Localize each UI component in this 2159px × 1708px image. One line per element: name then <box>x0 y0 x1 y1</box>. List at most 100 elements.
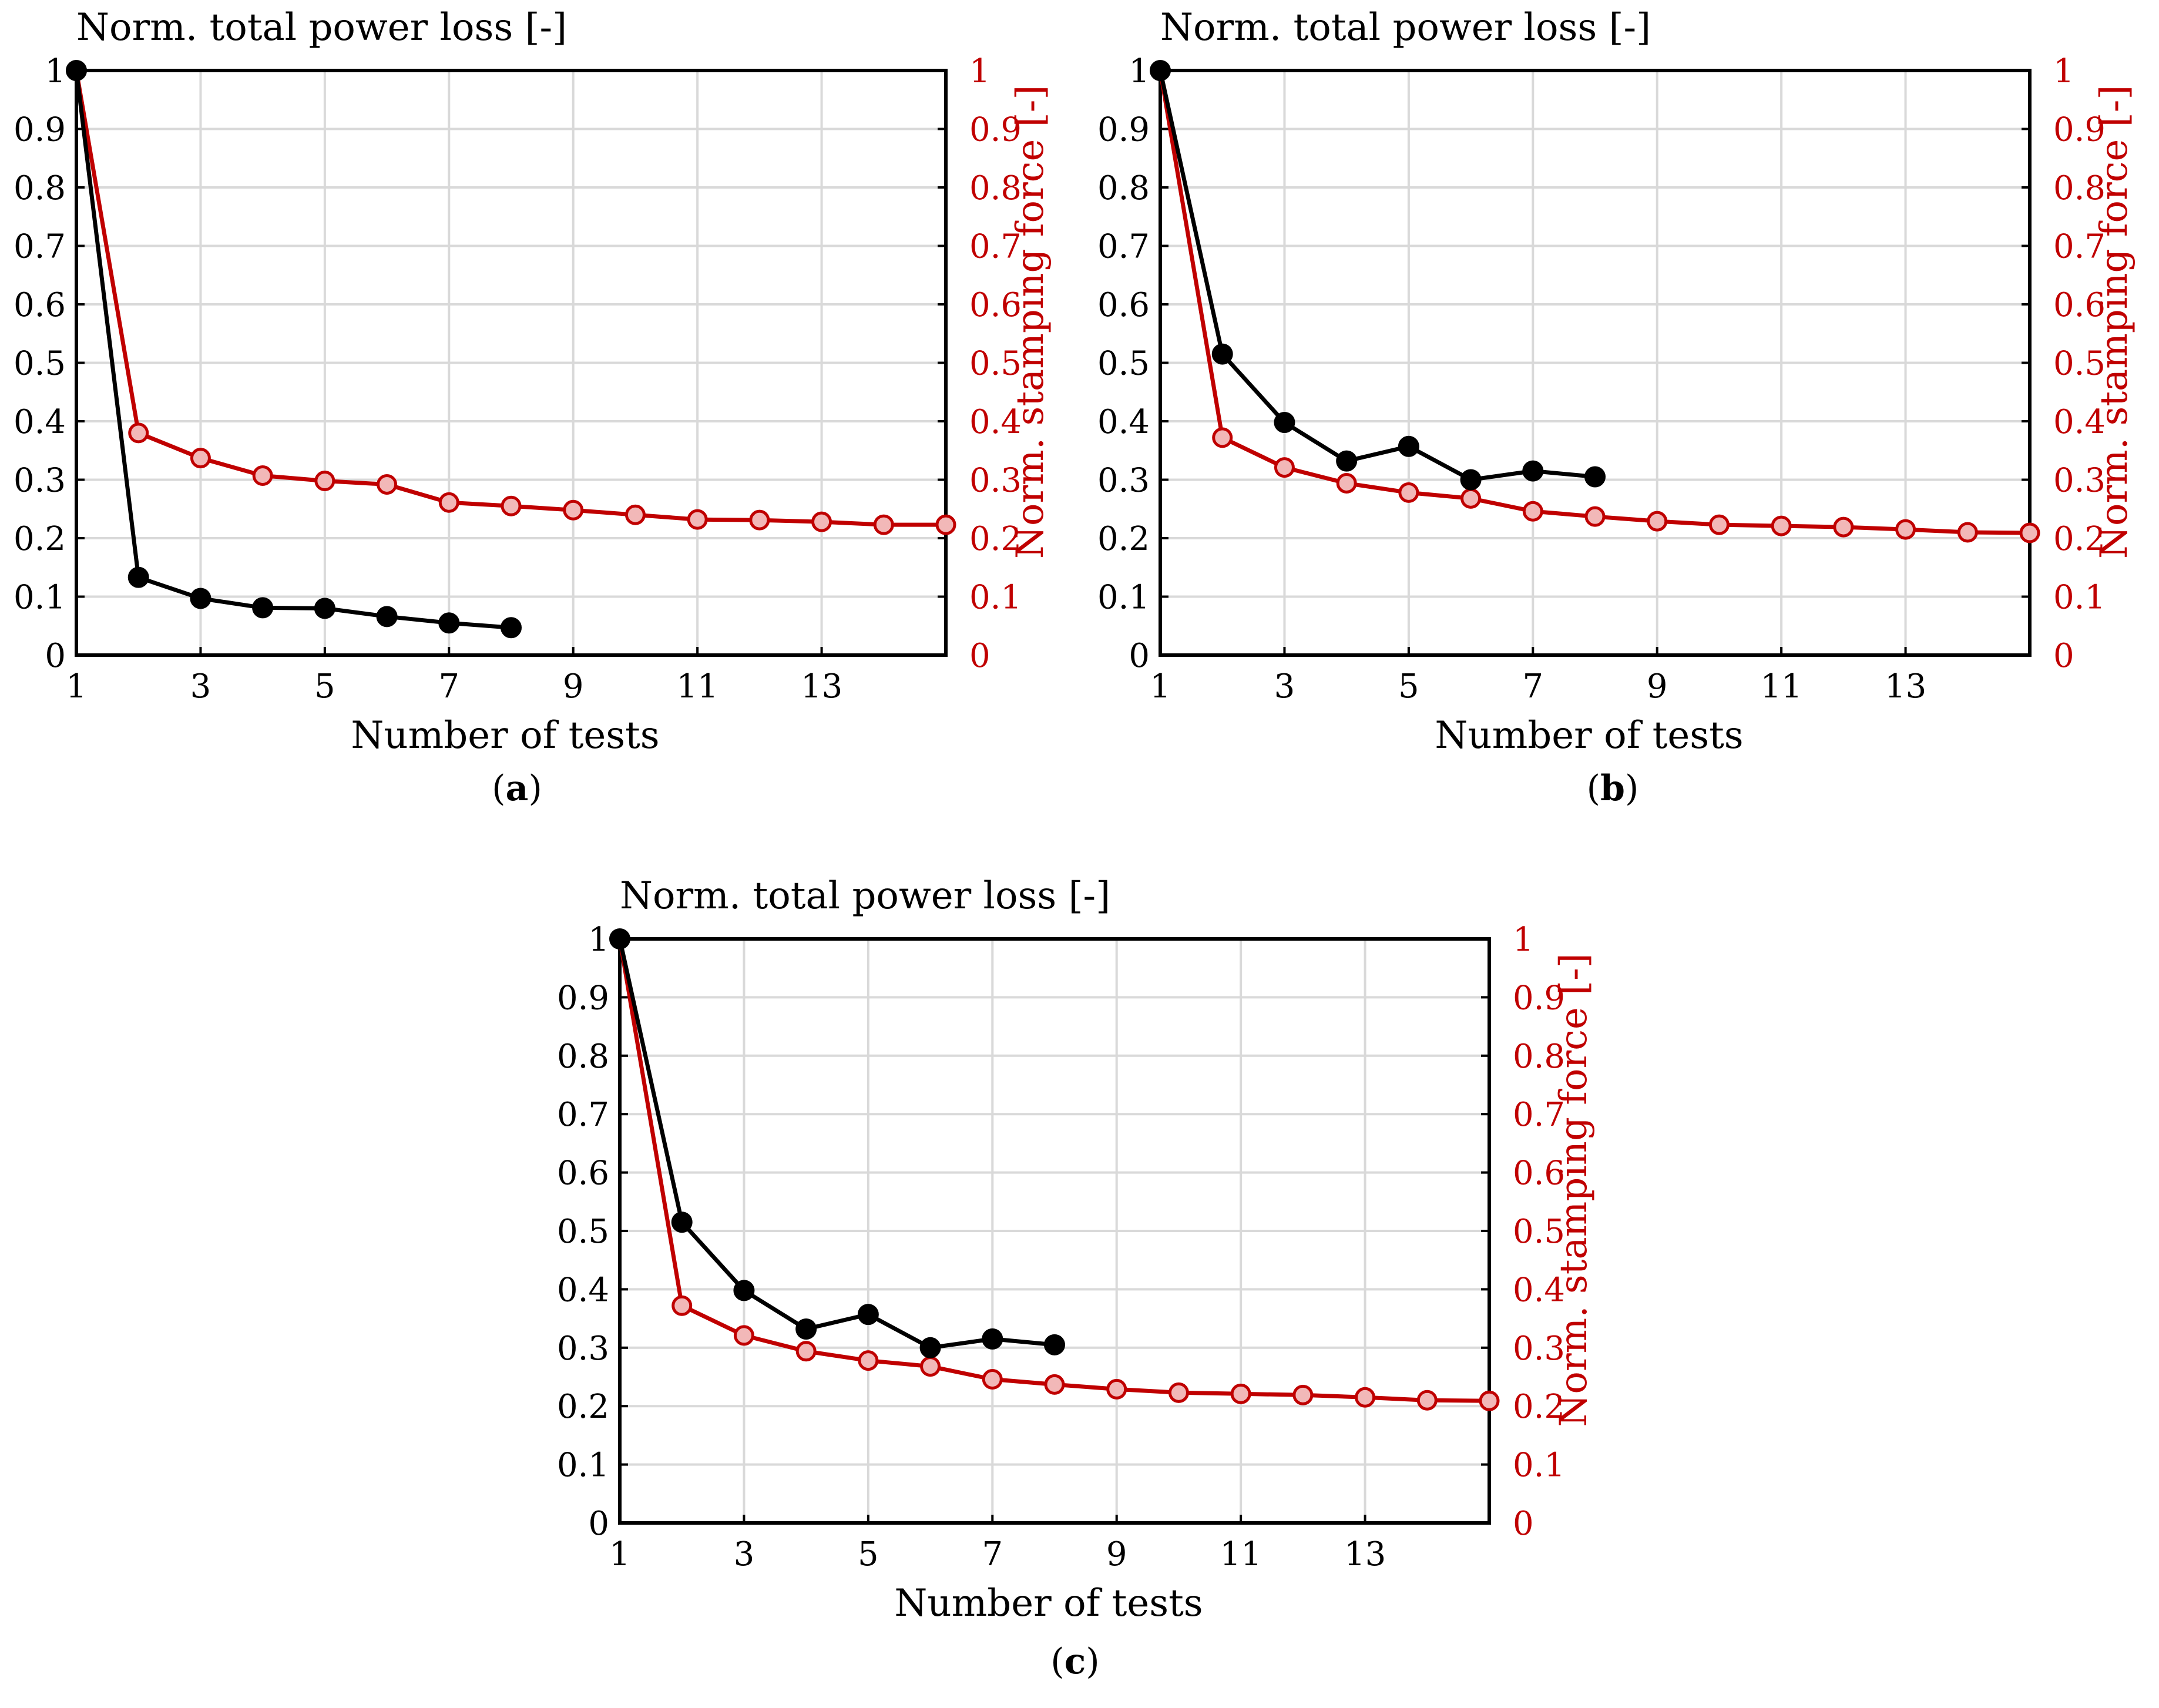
y-tick-label-left: 0.6 <box>14 286 66 324</box>
chart-panel-a: 00.10.20.30.40.50.60.70.80.9100.10.20.30… <box>14 6 1052 809</box>
y-tick-label-right: 1 <box>969 52 990 90</box>
panel-caption: (a) <box>492 768 542 809</box>
y-axis-label-left: Norm. total power loss [-] <box>1160 6 1651 49</box>
panel-caption: (b) <box>1587 768 1639 809</box>
power-loss-point <box>66 60 87 81</box>
stamping-force-point <box>438 492 459 513</box>
plot-frame <box>618 937 1491 1525</box>
stamping-force-point <box>1957 522 1978 543</box>
power-loss-point <box>609 928 630 949</box>
x-tick-label: 9 <box>563 667 584 706</box>
y-tick-label-left: 0.9 <box>1097 111 1150 149</box>
y-tick-label-right: 0.3 <box>2053 462 2106 500</box>
y-tick-label-left: 0.8 <box>14 169 66 207</box>
stamping-force-point <box>795 1341 817 1362</box>
y-tick-label-right: 0.7 <box>1513 1096 1565 1134</box>
y-tick-label-left: 0.7 <box>14 228 66 266</box>
y-tick-label-left: 0 <box>588 1505 609 1543</box>
power-loss-point <box>1274 411 1295 433</box>
stamping-force-point <box>1106 1378 1127 1400</box>
stamping-force-point <box>1460 488 1482 509</box>
y-tick-label-right: 1 <box>1513 921 1534 959</box>
stamping-force-point <box>671 1295 693 1316</box>
power-loss-point <box>1584 466 1606 488</box>
power-loss-point <box>1336 450 1358 472</box>
y-tick-label-left: 0.5 <box>14 345 66 383</box>
y-tick-label-left: 1 <box>1129 52 1150 90</box>
y-tick-label-left: 0.1 <box>14 579 66 617</box>
y-tick-label-left: 0.4 <box>557 1271 609 1309</box>
stamping-force-point <box>1479 1390 1500 1411</box>
panel-caption-letter: a <box>506 768 529 809</box>
y-axis-label-left: Norm. total power loss [-] <box>76 6 567 49</box>
y-tick-label-left: 0.5 <box>1097 345 1150 383</box>
y-tick-label-right: 0.5 <box>969 345 1022 383</box>
gridlines <box>1159 69 2030 656</box>
power-loss-point <box>190 588 211 609</box>
power-loss-point <box>671 1212 693 1233</box>
y-tick-label-right: 0.4 <box>2053 403 2106 441</box>
y-tick-label-right: 0.5 <box>2053 345 2106 383</box>
power-loss-point <box>376 606 398 628</box>
y-tick-label-right: 0.6 <box>2053 286 2106 324</box>
y-tick-label-left: 0.7 <box>1097 228 1150 266</box>
stamping-force-point <box>1336 472 1357 494</box>
y-tick-label-left: 0.7 <box>557 1096 609 1134</box>
stamping-force-point <box>1168 1382 1189 1403</box>
x-tick-label: 3 <box>190 667 211 706</box>
stamping-force-point <box>128 422 149 444</box>
power-loss-point <box>795 1318 817 1340</box>
y-axis-label-right: Norm. stamping force [-] <box>2093 85 2136 559</box>
x-tick-label: 13 <box>1885 667 1926 706</box>
stamping-force-point <box>252 465 273 486</box>
y-tick-label-left: 0.5 <box>557 1213 609 1251</box>
x-tick-label: 7 <box>1522 667 1543 706</box>
x-tick-label: 11 <box>677 667 718 706</box>
stamping-force-point <box>190 448 211 469</box>
stamping-force-point <box>1355 1387 1376 1408</box>
y-tick-label-left: 0.9 <box>14 111 66 149</box>
stamping-force-point <box>501 495 522 516</box>
stamping-force-point <box>377 474 398 495</box>
stamping-force-point <box>1212 427 1233 448</box>
y-tick-label-right: 0.9 <box>969 111 1022 149</box>
y-tick-label-left: 0.3 <box>14 462 66 500</box>
y-tick-label-right: 0.1 <box>969 579 1022 617</box>
y-tick-label-right: 0.4 <box>1513 1271 1565 1309</box>
x-tick-label: 13 <box>801 667 842 706</box>
power-loss-point <box>982 1328 1003 1350</box>
y-tick-label-left: 0.8 <box>1097 169 1150 207</box>
y-axis-label-right: Norm. stamping force [-] <box>1009 85 1052 559</box>
panel-caption-letter: c <box>1065 1641 1086 1682</box>
series-power-loss <box>609 928 1065 1358</box>
y-tick-label-right: 0 <box>1513 1505 1534 1543</box>
series-power-loss <box>1150 60 1606 491</box>
stamping-force-point <box>1274 457 1295 478</box>
stamping-force-point <box>1833 516 1854 538</box>
stamping-force-point <box>935 514 956 535</box>
x-tick-label: 11 <box>1220 1535 1262 1573</box>
plot-frame <box>75 69 948 657</box>
x-tick-label: 1 <box>609 1535 630 1573</box>
stamping-force-point <box>858 1350 879 1371</box>
stamping-force-point <box>1416 1390 1438 1411</box>
y-tick-label-left: 0 <box>45 637 66 675</box>
x-tick-label: 9 <box>1647 667 1668 706</box>
y-tick-label-right: 0.1 <box>2053 579 2106 617</box>
stamping-force-point <box>1708 514 1730 535</box>
x-tick-label: 13 <box>1344 1535 1386 1573</box>
x-tick-label: 3 <box>1274 667 1295 706</box>
y-tick-label-right: 0.8 <box>969 169 1022 207</box>
y-tick-label-right: 0.7 <box>969 228 1022 266</box>
stamping-force-point <box>1522 501 1543 522</box>
stamping-force-point <box>1292 1384 1314 1405</box>
y-tick-label-right: 0.9 <box>1513 979 1565 1017</box>
x-tick-label: 5 <box>858 1535 879 1573</box>
y-tick-label-right: 0.1 <box>1513 1447 1565 1485</box>
y-tick-label-right: 0.5 <box>1513 1213 1565 1251</box>
stamping-force-point <box>873 514 894 535</box>
power-loss-point <box>1522 460 1544 482</box>
stamping-force-point <box>687 509 708 530</box>
y-tick-label-left: 0.6 <box>1097 286 1150 324</box>
